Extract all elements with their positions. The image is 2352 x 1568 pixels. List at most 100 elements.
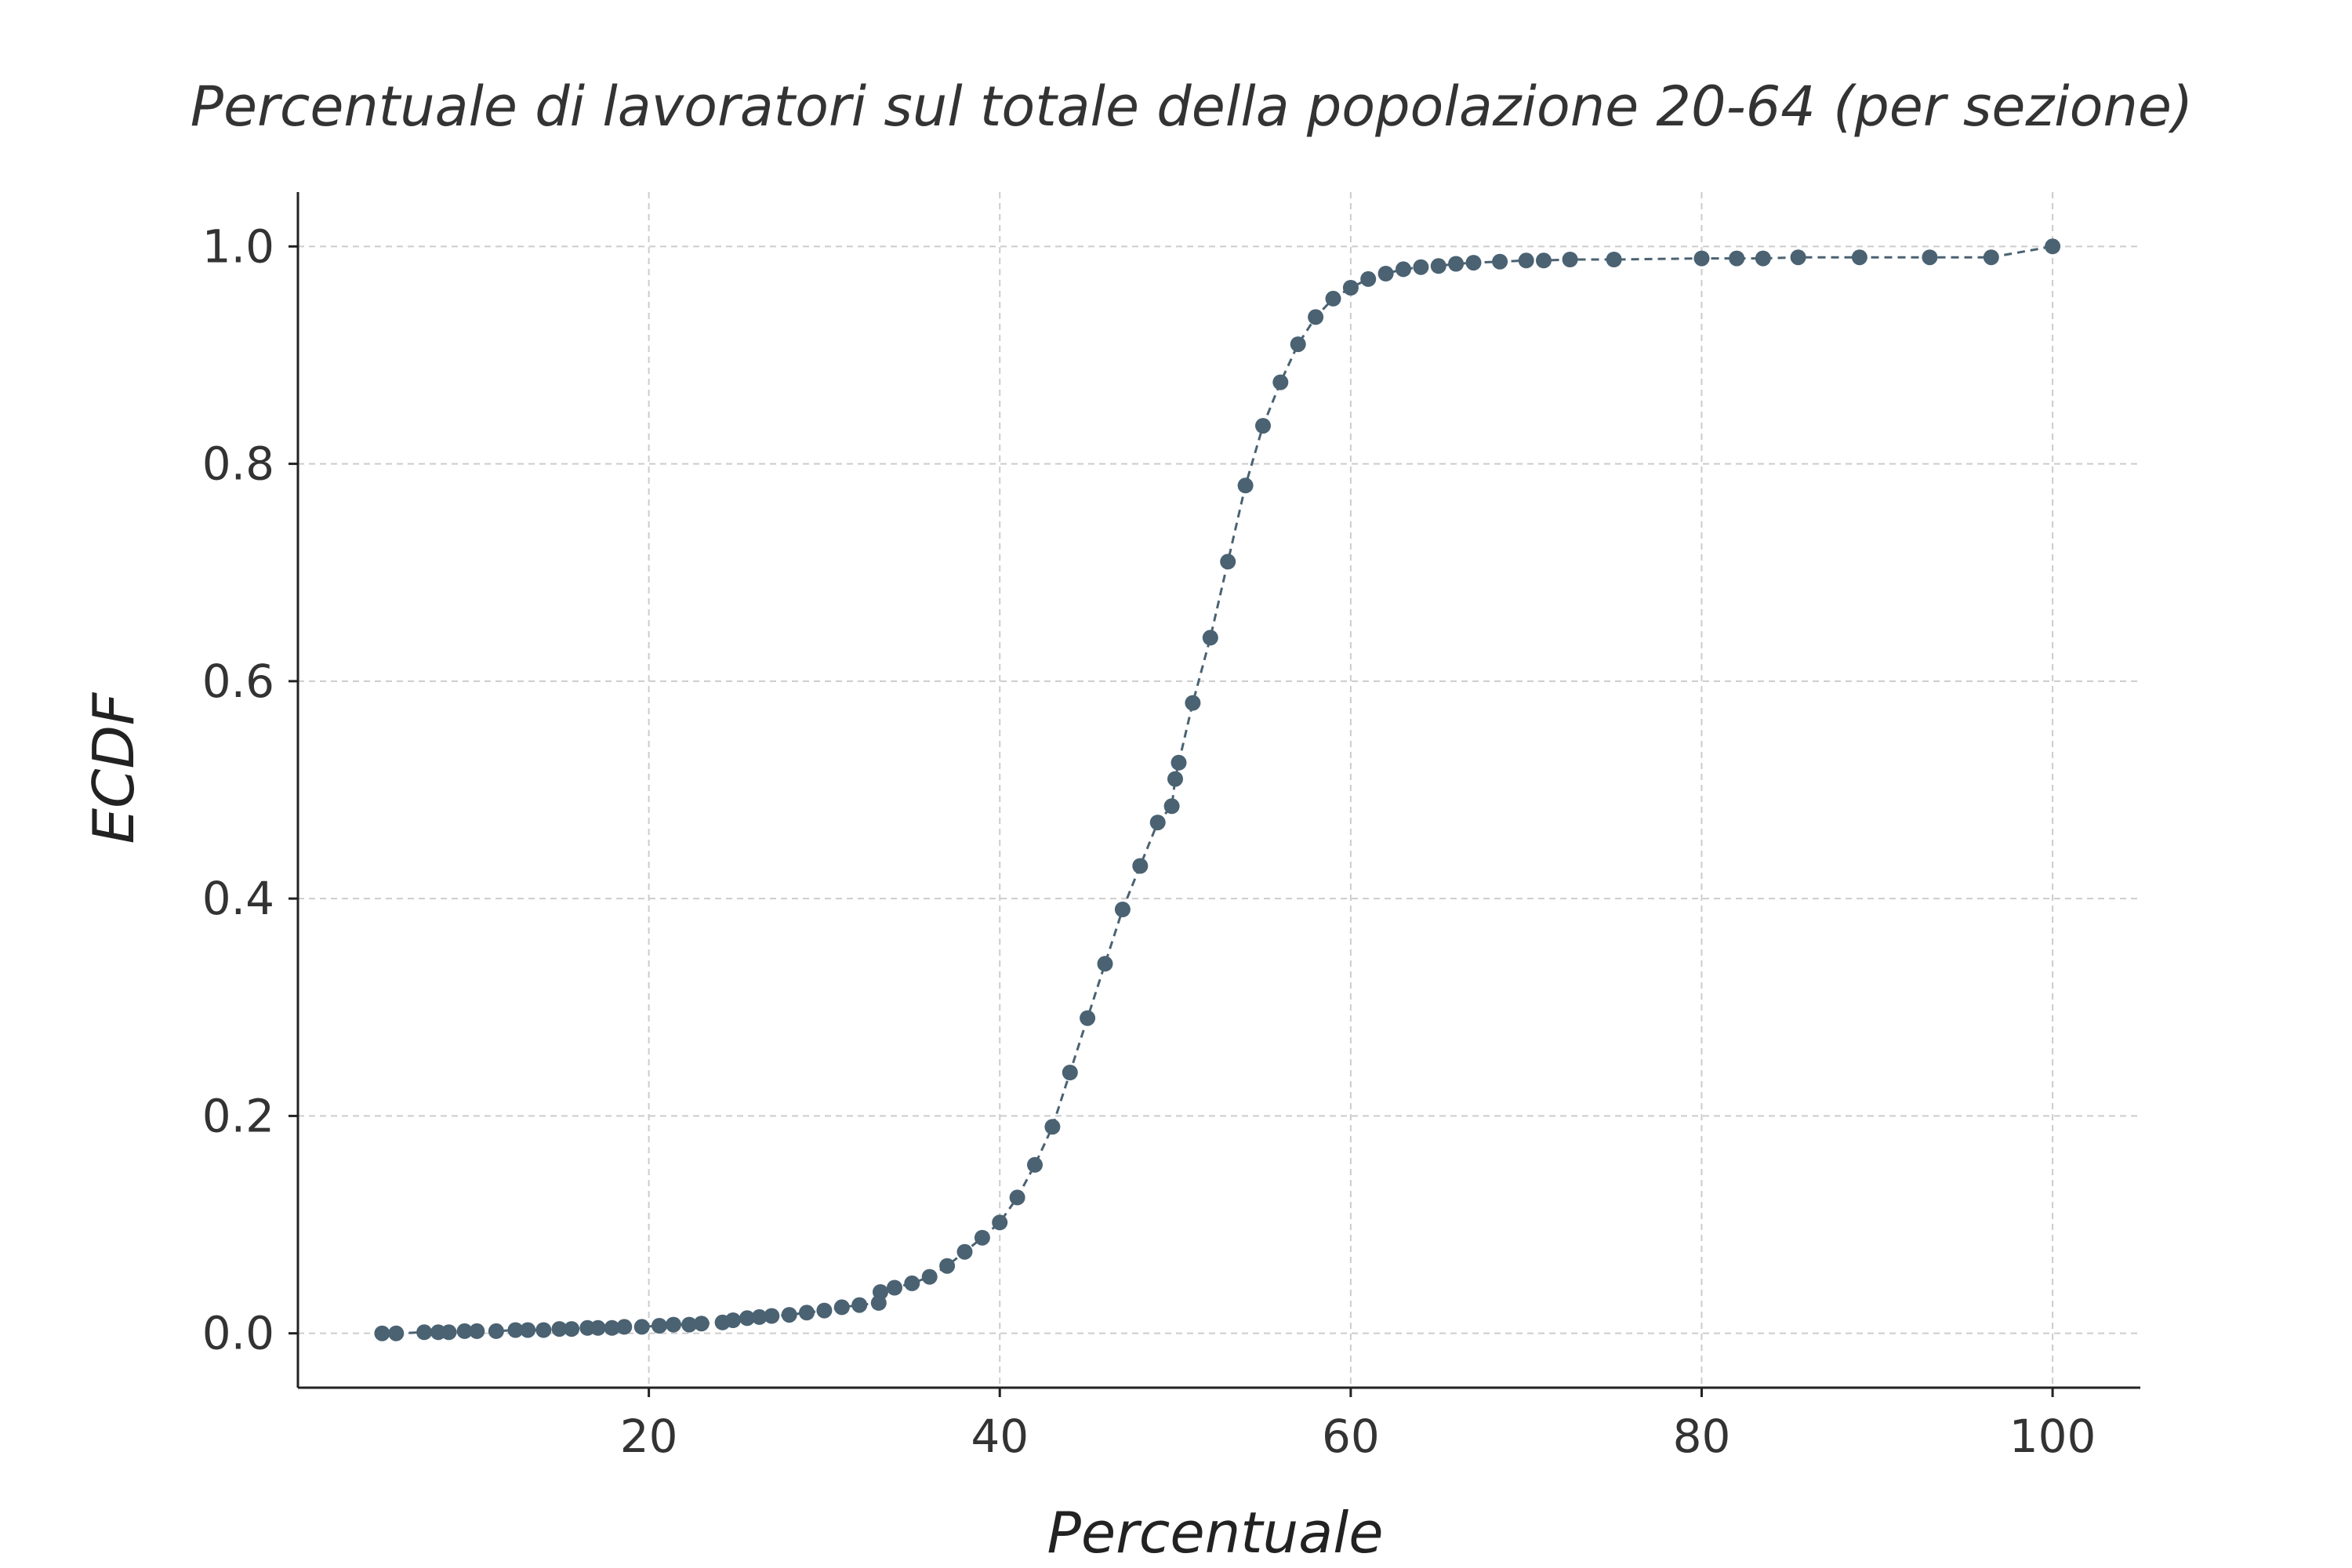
data-point-79 (1851, 249, 1867, 266)
data-point-34 (887, 1279, 902, 1296)
data-point-63 (1360, 270, 1377, 287)
data-point-11 (551, 1321, 568, 1338)
data-point-64 (1377, 266, 1394, 281)
data-point-69 (1465, 255, 1482, 271)
data-point-47 (1114, 902, 1131, 917)
data-point-45 (1080, 1010, 1096, 1026)
y-ticks: 0.0 0.2 0.4 0.6 0.8 1.0 (202, 220, 298, 1360)
y-axis-label: ECDF (81, 691, 147, 844)
data-point-56 (1237, 477, 1254, 494)
data-point-5 (456, 1323, 473, 1339)
data-point-17 (633, 1319, 650, 1335)
x-ticks: 20 40 60 80 100 (620, 1388, 2096, 1463)
data-point-61 (1325, 290, 1341, 307)
data-point-33 (873, 1284, 888, 1300)
data-point-16 (616, 1319, 633, 1335)
data-point-55 (1220, 554, 1236, 570)
data-point-35 (904, 1275, 920, 1291)
data-point-12 (564, 1321, 580, 1338)
y-tick-label-1: 0.2 (202, 1089, 274, 1142)
data-point-76 (1729, 250, 1745, 267)
data-point-48 (1132, 858, 1149, 874)
y-tick-label-0: 0.0 (202, 1307, 274, 1360)
data-point-1 (388, 1325, 405, 1341)
data-point-81 (1983, 249, 1999, 266)
y-tick-label-5: 1.0 (202, 220, 274, 273)
data-point-73 (1562, 252, 1578, 267)
x-tick-label-1: 40 (971, 1410, 1029, 1463)
data-point-53 (1185, 695, 1201, 711)
data-point-58 (1272, 374, 1289, 390)
data-point-75 (1693, 250, 1710, 267)
data-point-24 (739, 1310, 755, 1327)
x-tick-label-3: 80 (1673, 1410, 1731, 1463)
data-point-36 (921, 1269, 938, 1285)
data-point-49 (1149, 815, 1166, 831)
data-point-9 (520, 1322, 536, 1338)
data-point-20 (681, 1316, 698, 1333)
data-point-43 (1044, 1119, 1061, 1135)
data-point-59 (1290, 336, 1306, 353)
grid-lines (298, 192, 2140, 1388)
data-point-66 (1413, 259, 1429, 275)
data-point-27 (781, 1307, 797, 1323)
data-point-62 (1342, 280, 1359, 296)
data-point-60 (1308, 309, 1324, 325)
data-point-72 (1536, 252, 1552, 269)
data-point-25 (751, 1308, 768, 1325)
chart-title: Percentuale di lavoratori sul totale del… (191, 74, 2193, 139)
data-point-57 (1255, 418, 1271, 434)
y-tick-label-4: 0.8 (202, 437, 274, 491)
axes (296, 192, 2140, 1389)
data-point-10 (535, 1322, 552, 1338)
data-point-68 (1448, 256, 1465, 272)
y-tick-label-2: 0.4 (202, 872, 274, 925)
x-tick-label-4: 100 (2009, 1410, 2096, 1463)
data-point-40 (992, 1214, 1008, 1231)
data-point-50 (1163, 798, 1180, 815)
data-point-7 (488, 1323, 504, 1339)
data-point-65 (1396, 261, 1411, 278)
data-point-31 (851, 1297, 868, 1313)
data-point-0 (374, 1325, 390, 1341)
data-point-82 (2045, 238, 2061, 255)
data-point-6 (469, 1323, 485, 1339)
data-point-71 (1518, 252, 1534, 269)
data-point-26 (764, 1308, 780, 1324)
data-point-4 (441, 1324, 457, 1341)
data-point-44 (1062, 1065, 1078, 1080)
data-point-38 (956, 1243, 973, 1260)
series-ecdf (374, 238, 2061, 1341)
x-tick-label-0: 20 (620, 1410, 678, 1463)
data-point-51 (1167, 771, 1183, 787)
data-point-78 (1790, 249, 1806, 266)
data-point-54 (1202, 630, 1218, 646)
data-point-28 (799, 1305, 815, 1321)
data-point-70 (1492, 253, 1508, 270)
series-line (382, 245, 2053, 1335)
x-tick-label-2: 60 (1322, 1410, 1380, 1463)
data-point-8 (507, 1322, 524, 1338)
data-point-14 (590, 1319, 606, 1336)
data-point-46 (1097, 956, 1113, 972)
data-point-37 (939, 1258, 956, 1274)
x-axis-label: Percentuale (1047, 1500, 1383, 1566)
data-point-2 (416, 1324, 433, 1341)
data-point-41 (1009, 1189, 1025, 1206)
data-point-18 (652, 1318, 667, 1334)
data-point-80 (1922, 249, 1938, 266)
data-point-23 (725, 1312, 741, 1328)
data-point-29 (816, 1302, 833, 1319)
data-point-39 (974, 1229, 990, 1246)
data-point-74 (1606, 252, 1622, 267)
data-point-15 (604, 1319, 620, 1336)
data-point-42 (1027, 1156, 1043, 1173)
data-point-19 (666, 1316, 681, 1333)
data-point-30 (833, 1299, 850, 1316)
data-point-77 (1755, 250, 1771, 267)
data-point-52 (1171, 754, 1187, 771)
data-point-21 (693, 1316, 710, 1332)
data-point-67 (1430, 258, 1446, 274)
y-tick-label-3: 0.6 (202, 655, 274, 708)
